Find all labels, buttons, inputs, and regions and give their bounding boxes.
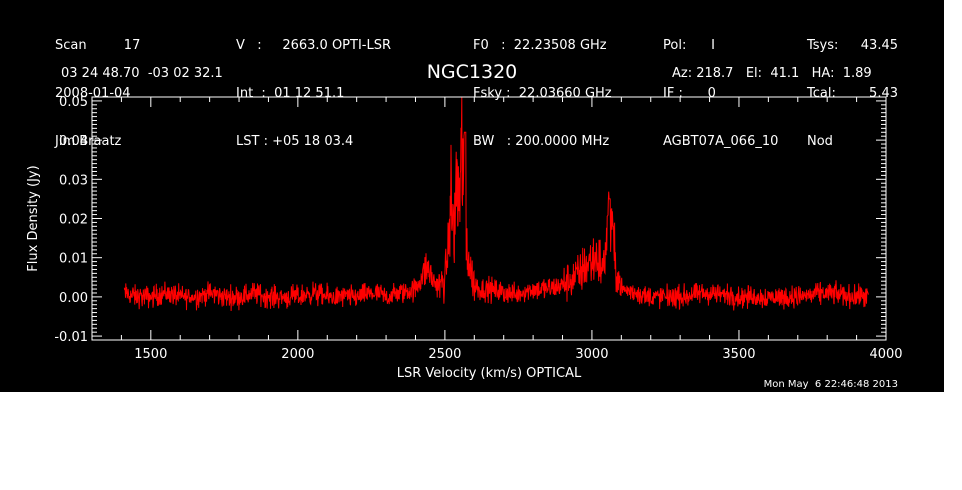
spectrum-chart: 1500 2000 2500 3000 3500 4000 -0.01 0.00 0.01 0.0… [26,95,903,381]
y-tick-label: 0.01 [59,252,88,267]
if-label: IF : 0 [663,86,716,101]
timestamp: Mon May 6 22:46:48 2013 [763,379,898,390]
x-tick-label: 2000 [281,347,314,362]
header-col1: Scan 17 2008-01-04 Jim Braatz [55,6,140,182]
spectrum-series-line [123,96,869,312]
x-tick-label: 3500 [722,347,755,362]
f0-label: F0 : 22.23508 GHz [473,38,607,53]
pol-label: Pol: I [663,38,715,53]
velocity-label: V : 2663.0 OPTI-LSR [236,38,392,53]
header-col4: Pol: I IF : 0 AGBT07A_066_10 [663,6,778,182]
tsys-key: Tsys: [807,38,839,53]
x-tick-label: 3000 [575,347,608,362]
x-tick-label: 4000 [869,347,902,362]
y-tick-label: 0.03 [59,173,88,188]
x-axis-label: LSR Velocity (km/s) OPTICAL [397,366,582,381]
bandwidth-label: BW : 200.0000 MHz [473,134,610,149]
nod-label: Nod [807,134,833,149]
x-tick-label: 2500 [428,347,461,362]
x-tick-label: 1500 [134,347,167,362]
scan-label: Scan 17 [55,38,141,53]
project-label: AGBT07A_066_10 [663,134,779,149]
y-tick-label: 0.00 [59,291,88,306]
header-col5-keys: Tsys: Tcal: Nod [807,6,838,182]
plot-panel: Scan 17 2008-01-04 Jim Braatz V : 2663.0… [0,0,944,392]
lst-label: LST : +05 18 03.4 [236,134,354,149]
y-tick-label: 0.02 [59,213,88,228]
chart-title: NGC1320 [426,61,518,83]
y-tick-label: 0.05 [59,95,88,110]
y-axis-label: Flux Density (Jy) [26,165,41,271]
y-tick-label: -0.01 [54,330,88,345]
tsys-value: 43.45 [860,38,898,53]
observer-label: Jim Braatz [55,134,122,149]
coordinates-label: 03 24 48.70 -03 02 32.1 [61,66,223,81]
pointing-label: Az: 218.7 El: 41.1 HA: 1.89 [672,66,872,81]
y-tick-label: 0.04 [59,134,88,149]
